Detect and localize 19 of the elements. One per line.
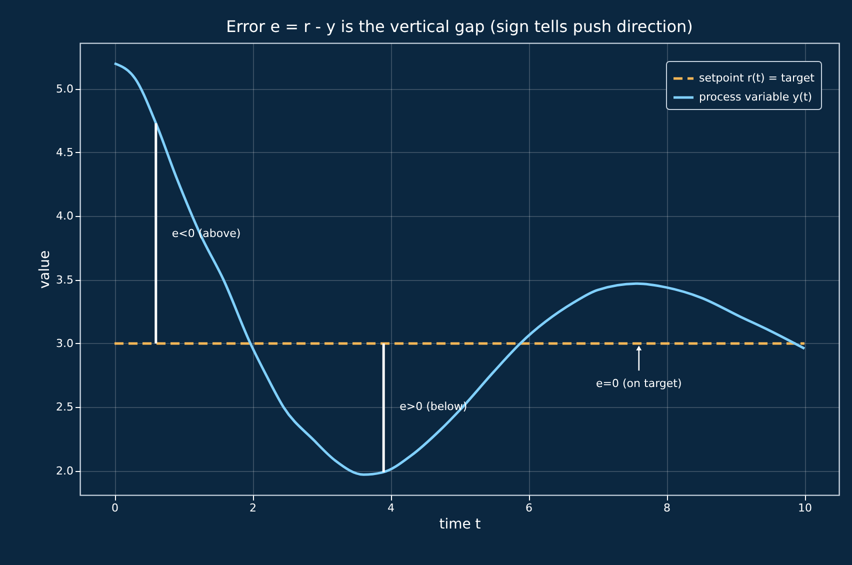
y-tick-label: 3.0: [56, 336, 74, 350]
y-tick-label: 5.0: [56, 82, 74, 96]
y-tick-label: 2.5: [56, 400, 74, 414]
x-tick-label: 4: [388, 502, 394, 514]
legend-label: process variable y(t): [699, 90, 812, 104]
chart-title: Error e = r - y is the vertical gap (sign tells push direction): [226, 17, 693, 36]
y-axis-title: value: [37, 250, 54, 289]
y-tick-label: 4.0: [56, 210, 74, 223]
legend-label: setpoint r(t) = target: [699, 72, 816, 84]
y-tick-label: 4.5: [56, 146, 74, 159]
annotation: e=0 (on target): [596, 377, 682, 390]
x-tick-label: 10: [798, 502, 812, 514]
x-tick-label: 8: [664, 502, 670, 514]
x-tick-label: 2: [250, 502, 256, 514]
x-tick-label: 6: [526, 502, 532, 514]
x-tick-label: 0: [112, 502, 118, 514]
y-tick-label: 3.5: [56, 273, 74, 286]
y-tick-label: 2.0: [56, 464, 74, 478]
x-axis-title: time t: [439, 516, 482, 532]
